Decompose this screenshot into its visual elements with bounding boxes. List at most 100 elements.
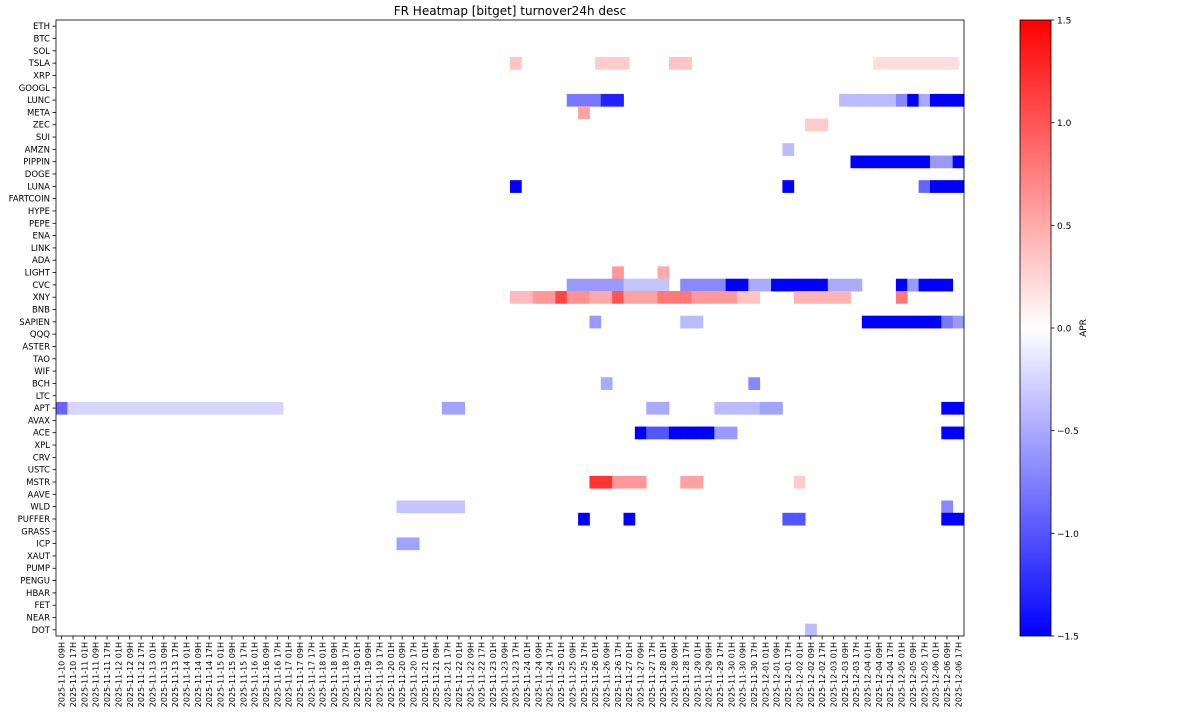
heatmap-cell bbox=[629, 475, 636, 489]
heatmap-cell bbox=[810, 278, 817, 292]
heatmap-cell bbox=[878, 315, 885, 329]
heatmap-cell bbox=[788, 180, 795, 193]
x-tick-label: 2025-12-03 17H bbox=[852, 642, 861, 707]
x-tick-label: 2025-11-12 01H bbox=[114, 642, 123, 707]
x-tick-label: 2025-11-27 01H bbox=[625, 642, 634, 707]
heatmap-cell bbox=[895, 155, 902, 169]
heatmap-cell bbox=[952, 155, 959, 169]
y-tick-label: WIF bbox=[34, 367, 50, 377]
heatmap-cell bbox=[578, 93, 585, 107]
heatmap-cell bbox=[606, 475, 613, 489]
heatmap-cell bbox=[719, 278, 727, 292]
heatmap-cell bbox=[447, 401, 454, 415]
heatmap-cell bbox=[901, 278, 908, 292]
heatmap-cell bbox=[651, 291, 658, 304]
x-tick-label: 2025-11-29 17H bbox=[716, 642, 725, 707]
heatmap-cell bbox=[958, 401, 965, 415]
heatmap-cell bbox=[912, 93, 919, 107]
heatmap-cell bbox=[612, 93, 619, 107]
heatmap-cell bbox=[413, 500, 420, 514]
heatmap-cell bbox=[203, 401, 210, 415]
heatmap-cell bbox=[237, 401, 244, 415]
heatmap-cell bbox=[941, 500, 948, 514]
heatmap-cell bbox=[61, 401, 68, 415]
x-tick-label: 2025-11-12 09H bbox=[126, 642, 135, 707]
chart-title: FR Heatmap [bitget] turnover24h desc bbox=[394, 4, 626, 18]
heatmap-cell bbox=[634, 426, 641, 440]
heatmap-cell bbox=[873, 56, 880, 70]
heatmap-cell bbox=[725, 278, 732, 292]
heatmap-cell bbox=[907, 315, 914, 329]
heatmap-cell bbox=[793, 475, 800, 489]
x-tick-label: 2025-11-24 17H bbox=[546, 642, 555, 707]
heatmap-cell bbox=[867, 315, 874, 329]
x-tick-label: 2025-12-01 01H bbox=[761, 642, 770, 707]
colorbar-ticks: 1.5 1.0 0.5 0.0 −0.5 −1.0 −1.5 bbox=[1051, 17, 1079, 643]
heatmap-cell bbox=[640, 475, 647, 489]
heatmap-cell bbox=[912, 315, 919, 329]
heatmap-cell bbox=[685, 56, 692, 70]
heatmap-cell bbox=[754, 401, 761, 415]
heatmap-cell bbox=[946, 426, 954, 440]
heatmap-cell bbox=[952, 315, 959, 329]
heatmap-cell bbox=[413, 537, 420, 551]
heatmap-cell bbox=[651, 401, 658, 415]
heatmap-cell bbox=[946, 512, 954, 526]
heatmap-cell bbox=[124, 401, 131, 415]
heatmap-cell bbox=[589, 278, 596, 292]
heatmap-cell bbox=[612, 278, 619, 292]
heatmap-cell bbox=[918, 155, 925, 169]
heatmap-cell bbox=[441, 401, 448, 415]
heatmap-cell bbox=[572, 93, 579, 107]
heatmap-cell bbox=[623, 56, 630, 70]
y-tick-label: BNB bbox=[32, 306, 50, 316]
heatmap-cell bbox=[600, 291, 607, 304]
heatmap-cell bbox=[878, 93, 885, 107]
colorbar-tick-label: 1.0 bbox=[1057, 119, 1072, 129]
heatmap-cell bbox=[617, 266, 624, 280]
heatmap-cell bbox=[685, 315, 692, 329]
heatmap-cell bbox=[578, 291, 585, 304]
heatmap-cell bbox=[725, 291, 732, 304]
heatmap-cell bbox=[765, 278, 772, 292]
heatmap-cell bbox=[850, 93, 857, 107]
y-tick-label: XNY bbox=[33, 293, 51, 303]
heatmap-cell bbox=[192, 401, 199, 415]
heatmap-cell bbox=[737, 278, 744, 292]
heatmap-cell bbox=[129, 401, 136, 415]
heatmap-cell bbox=[946, 155, 954, 169]
heatmap-cell bbox=[231, 401, 238, 415]
heatmap-cell bbox=[895, 291, 902, 304]
heatmap-cell bbox=[112, 401, 119, 415]
y-tick-label: LUNC bbox=[27, 96, 50, 106]
heatmap-cell bbox=[816, 118, 823, 132]
heatmap-cell bbox=[708, 278, 715, 292]
heatmap-cell bbox=[799, 475, 806, 489]
heatmap-cell bbox=[572, 278, 579, 292]
y-tick-label: META bbox=[27, 108, 50, 118]
heatmap-cell bbox=[646, 291, 653, 304]
x-tick-label: 2025-11-23 17H bbox=[512, 642, 521, 707]
x-tick-label: 2025-11-14 09H bbox=[194, 642, 203, 707]
y-tick-label: TSLA bbox=[28, 59, 51, 69]
heatmap-cell bbox=[844, 278, 851, 292]
x-tick-label: 2025-11-26 01H bbox=[591, 642, 600, 707]
heatmap-cell bbox=[844, 93, 851, 107]
heatmap-cell bbox=[73, 401, 80, 415]
y-tick-label: PUFFER bbox=[18, 515, 50, 525]
heatmap-cell bbox=[737, 291, 744, 304]
heatmap-cell bbox=[714, 278, 721, 292]
heatmap-cell bbox=[583, 93, 590, 107]
heatmap-cell bbox=[606, 56, 613, 70]
heatmap-cell bbox=[946, 315, 954, 329]
x-tick-label: 2025-12-04 17H bbox=[886, 642, 895, 707]
x-tick-label: 2025-11-25 17H bbox=[580, 642, 589, 707]
heatmap-cell bbox=[782, 512, 789, 526]
colorbar-tick-label: −1.5 bbox=[1057, 633, 1079, 643]
heatmap-cell bbox=[935, 56, 942, 70]
y-tick-label: USTC bbox=[28, 466, 50, 476]
x-tick-label: 2025-11-15 09H bbox=[228, 642, 237, 707]
heatmap-cell bbox=[816, 278, 823, 292]
heatmap-cell bbox=[912, 155, 919, 169]
x-tick-label: 2025-11-17 01H bbox=[285, 642, 294, 707]
